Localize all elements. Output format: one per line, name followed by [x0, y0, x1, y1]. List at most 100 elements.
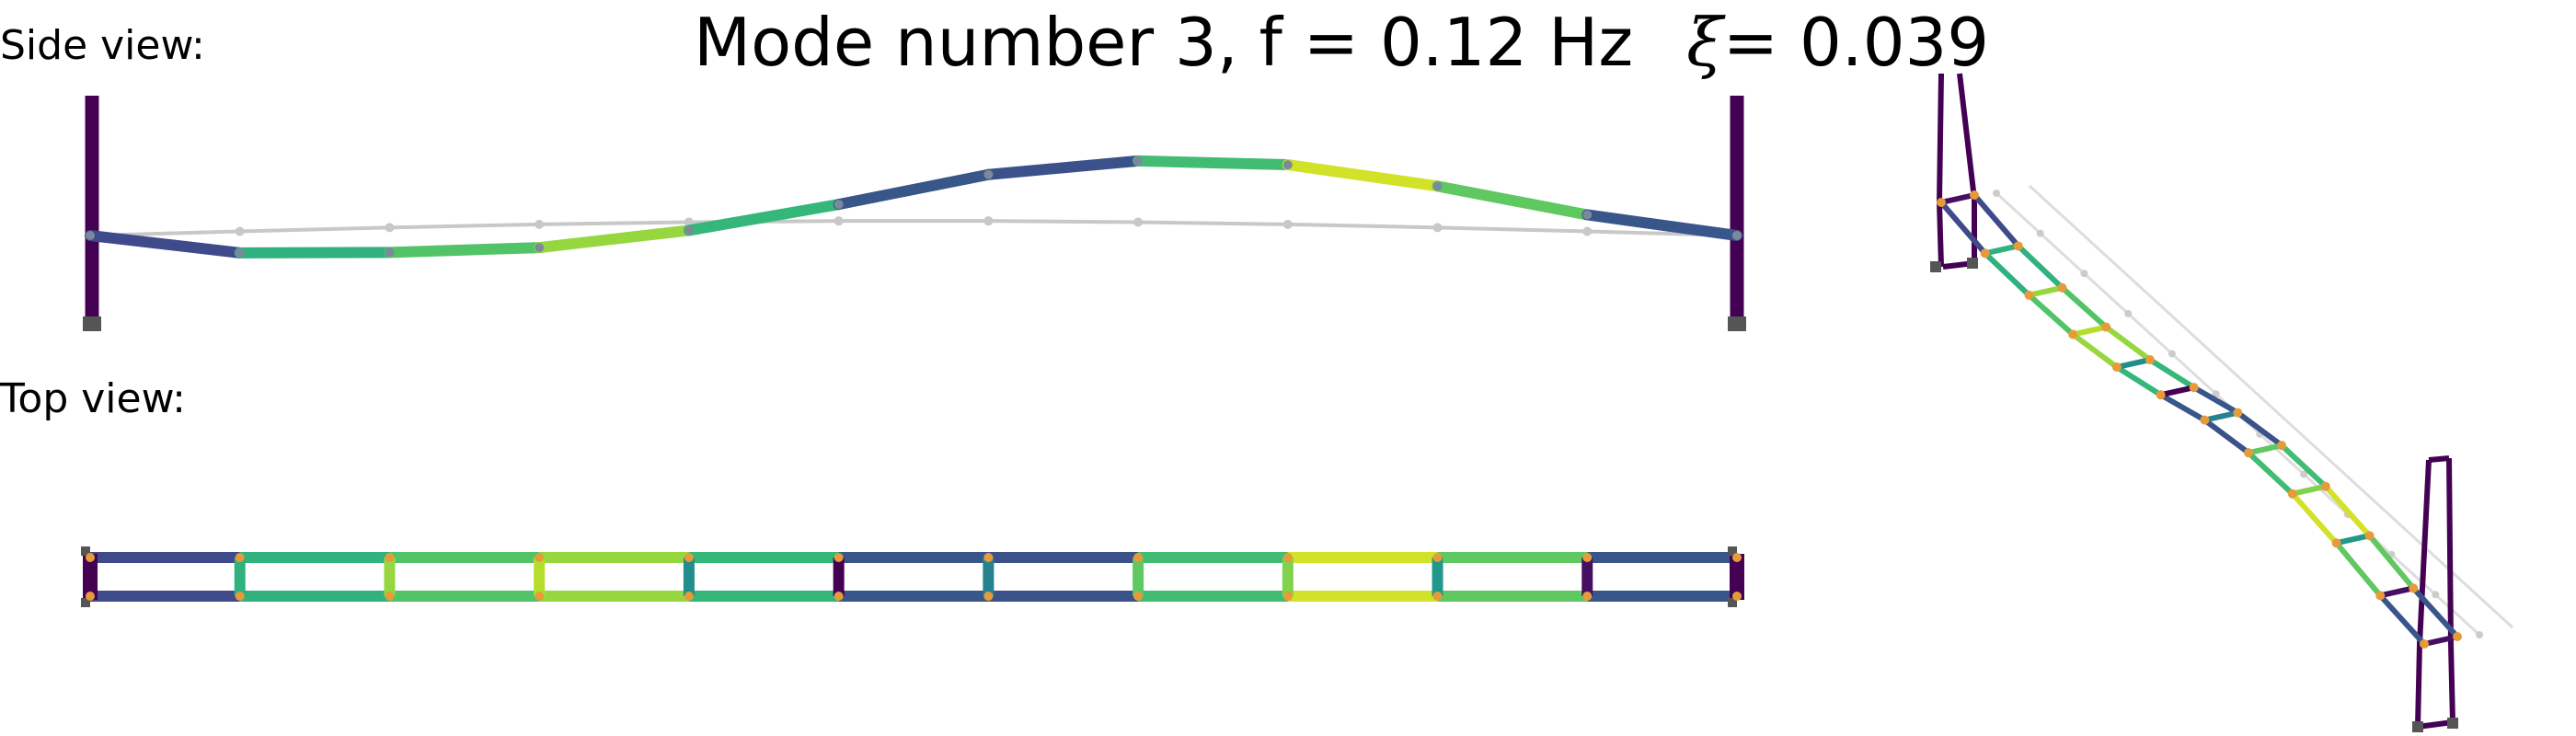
side-deck-segment	[85, 230, 246, 259]
iso-deck-edge	[1938, 201, 1987, 256]
side-undeformed-node	[1582, 226, 1593, 236]
side-deck-node	[1582, 210, 1593, 220]
top-support-marker	[81, 598, 90, 607]
side-deck-segment	[1282, 159, 1443, 192]
side-deck-segment	[534, 224, 695, 254]
iso-undeformed-node	[2476, 631, 2483, 638]
iso-deck-edge	[2071, 332, 2119, 370]
side-deck-node	[535, 243, 545, 253]
top-deck-node	[1582, 553, 1593, 562]
iso-view-group	[1930, 73, 2514, 732]
side-undeformed-node	[1432, 223, 1443, 233]
top-deck-node	[834, 553, 844, 562]
iso-undeformed-node	[2124, 309, 2133, 317]
side-deck-segment	[1133, 155, 1294, 171]
side-deck-segment	[833, 168, 995, 211]
top-deck-node	[983, 592, 994, 601]
iso-deck-node	[2189, 383, 2199, 393]
side-deck-segment	[384, 242, 546, 259]
iso-deck-rung	[2072, 324, 2107, 338]
damping-symbol: ξ	[1686, 4, 1723, 81]
iso-deck-node	[2364, 531, 2375, 541]
side-deck-segment	[234, 247, 396, 259]
iso-deck-node	[2409, 583, 2419, 593]
title-mode-frequency: Mode number 3, f = 0.12 Hz	[694, 4, 1634, 81]
top-deck-node	[535, 592, 545, 601]
iso-deck-edge	[2202, 418, 2250, 455]
top-tower-block	[1730, 554, 1744, 600]
side-deck-node	[1133, 155, 1144, 166]
top-support-marker	[1728, 546, 1737, 556]
iso-deck-node	[2024, 290, 2034, 300]
top-support-marker	[81, 546, 90, 556]
iso-deck-rung	[2159, 385, 2195, 398]
iso-deck-rung	[2335, 533, 2371, 546]
side-view-group	[83, 96, 1746, 331]
iso-deck-rung	[2423, 634, 2458, 647]
iso-deck-node	[2111, 362, 2122, 373]
iso-deck-edge	[2060, 285, 2109, 329]
side-deck-segment	[683, 199, 845, 236]
iso-deck-edge	[2247, 450, 2294, 496]
top-deck-node	[535, 553, 545, 562]
top-deck-node	[834, 592, 844, 601]
iso-deck-edge	[2115, 364, 2163, 397]
iso-deck-edge	[2280, 443, 2328, 489]
top-deck-node	[1732, 553, 1742, 562]
iso-deck-edge	[2378, 593, 2427, 647]
iso-deck-edge	[2334, 541, 2383, 598]
top-deck-node	[1432, 592, 1443, 601]
iso-deck-node	[2244, 448, 2254, 458]
top-deck-node	[684, 592, 694, 601]
iso-deck-node	[2101, 322, 2111, 332]
mode-title: Mode number 3, f = 0.12 Hz ξ= 0.039	[694, 4, 1989, 81]
iso-deck-edge	[2192, 385, 2239, 416]
side-undeformed-node	[235, 226, 245, 236]
iso-deck-rung	[1984, 243, 2019, 257]
iso-deck-rung	[2028, 284, 2064, 298]
top-deck-node	[86, 592, 95, 601]
iso-undeformed-node	[1993, 190, 2000, 197]
iso-deck-rung	[2116, 357, 2151, 370]
top-deck-node	[235, 553, 245, 562]
top-deck-node	[983, 553, 994, 562]
side-deck-node	[86, 231, 95, 240]
iso-deck-node	[2233, 408, 2243, 418]
side-undeformed-node	[1282, 219, 1293, 229]
iso-undeformed-node	[2432, 591, 2440, 599]
side-left-support	[83, 316, 101, 331]
side-deck-node	[1732, 231, 1742, 240]
iso-deck-rung	[2292, 483, 2327, 497]
top-deck-node	[1282, 592, 1293, 601]
iso-right-tower-top	[2428, 455, 2450, 463]
iso-deck-node	[2331, 538, 2341, 548]
top-deck-node	[1732, 592, 1742, 601]
iso-deck-node	[2145, 355, 2155, 365]
iso-deck-node	[2320, 481, 2330, 491]
iso-deck-edge	[2016, 244, 2064, 290]
top-view-group	[81, 546, 1744, 607]
side-undeformed-node	[385, 223, 395, 233]
iso-deck-node	[2068, 329, 2078, 339]
iso-deck-edge	[2236, 410, 2283, 448]
iso-undeformed-node	[2036, 229, 2044, 237]
iso-deck-node	[2057, 282, 2067, 293]
top-deck-node	[385, 592, 395, 601]
iso-deck-node	[2156, 390, 2166, 400]
iso-support-marker	[1967, 258, 1978, 269]
side-undeformed-node	[834, 216, 844, 226]
iso-support-marker	[2412, 721, 2423, 732]
side-deck-segment	[1432, 180, 1593, 221]
top-support-marker	[1728, 598, 1737, 607]
iso-deck-node	[2287, 489, 2297, 499]
iso-deck-edge	[2290, 491, 2339, 546]
top-deck-node	[1133, 553, 1144, 562]
iso-left-tower-leg	[1936, 73, 1944, 268]
top-deck-node	[684, 553, 694, 562]
iso-deck-rung	[2379, 585, 2414, 599]
iso-deck-edge	[2367, 534, 2416, 591]
iso-deck-edge	[1983, 251, 2031, 297]
iso-support-marker	[1930, 261, 1941, 272]
iso-deck-rung	[2203, 409, 2239, 423]
